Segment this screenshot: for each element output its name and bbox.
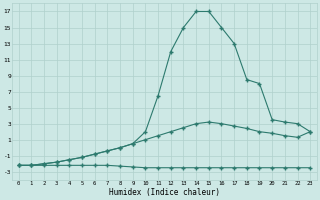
X-axis label: Humidex (Indice chaleur): Humidex (Indice chaleur) (109, 188, 220, 197)
